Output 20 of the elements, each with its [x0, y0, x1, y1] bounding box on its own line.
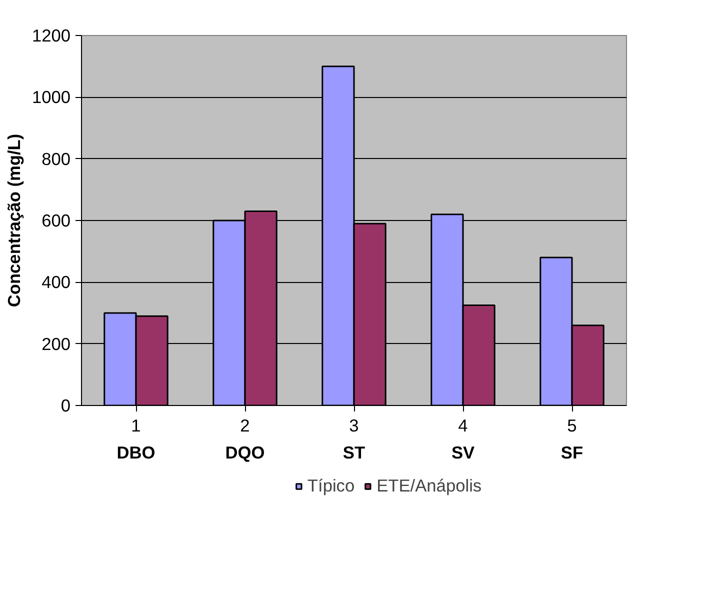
- x-tick-label: 5: [567, 416, 577, 436]
- text: SF: [560, 442, 584, 462]
- x-tick-label: 3: [349, 416, 359, 436]
- y-tick-label: 400: [42, 272, 71, 292]
- text: SV: [451, 442, 475, 462]
- y-tick-label: 1200: [32, 26, 71, 46]
- y-tick-label: 800: [42, 148, 71, 169]
- y-tick-label: 600: [42, 210, 71, 230]
- x-tick-label: 4: [458, 416, 468, 436]
- text: ST: [342, 442, 366, 462]
- x-tick-label: 2: [240, 416, 250, 436]
- y-tick-label: 1000: [32, 87, 71, 108]
- y-tick-label: 200: [42, 334, 71, 354]
- text: DBO: [116, 442, 156, 462]
- y-axis-title: Concentração (mg/L): [4, 134, 24, 308]
- text: DQO: [225, 442, 265, 462]
- legend-label: Típico: [307, 476, 355, 496]
- x-tick-label: 1: [131, 416, 141, 436]
- y-tick-label: 0: [60, 396, 71, 416]
- legend-label: ETE/Anápolis: [376, 476, 482, 496]
